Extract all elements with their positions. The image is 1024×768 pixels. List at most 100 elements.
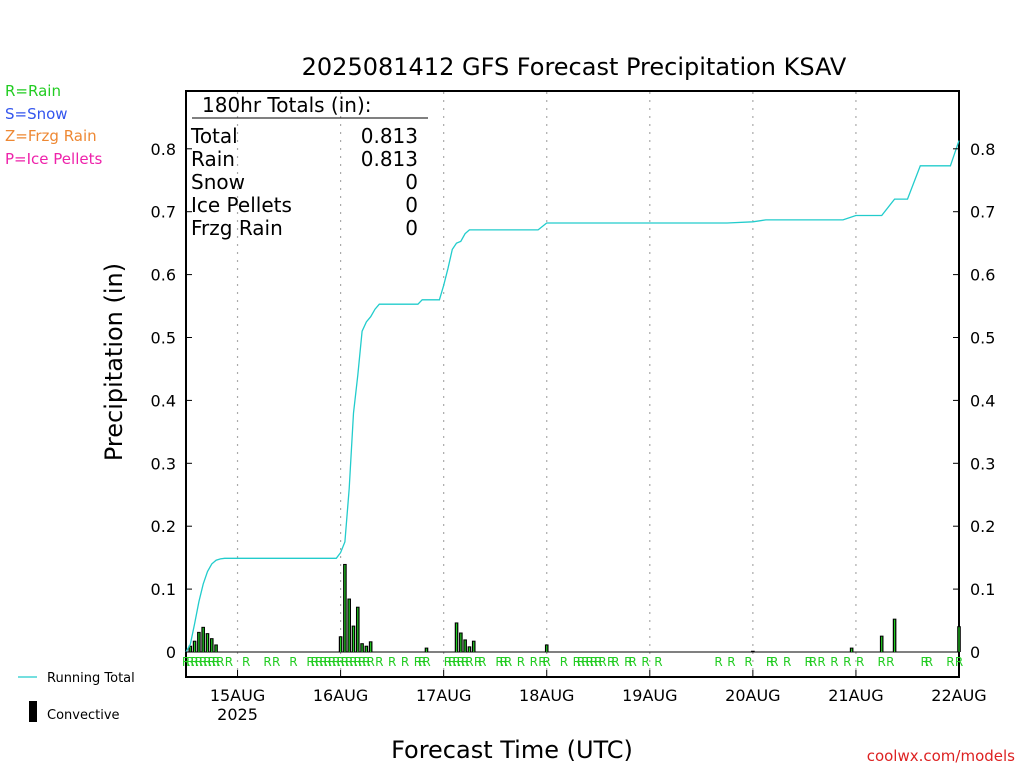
ptype-marker-rain: R: [607, 655, 615, 669]
x-tick-label: 17AUG: [416, 686, 471, 705]
y-tick-label-right: 0.6: [970, 266, 995, 285]
ptype-marker-rain: R: [517, 655, 525, 669]
ptype-marker-rain: R: [328, 655, 336, 669]
precip-bar-core: [425, 648, 428, 652]
totals-row-label: Rain: [191, 147, 235, 171]
ptype-marker-rain: R: [770, 655, 778, 669]
totals-row-label: Frzg Rain: [191, 216, 283, 240]
ptype-marker-rain: R: [216, 655, 224, 669]
ptype-marker-rain: R: [324, 655, 332, 669]
ptype-marker-rain: R: [336, 655, 344, 669]
ptype-marker-rain: R: [500, 655, 508, 669]
precip-bar-core: [468, 647, 471, 652]
legend-snow: S=Snow: [5, 105, 68, 123]
precip-bar-core: [881, 636, 883, 652]
ptype-marker-rain: R: [530, 655, 538, 669]
ptype-marker-rain: R: [594, 655, 602, 669]
ptype-marker-rain: R: [495, 655, 503, 669]
totals-row-label: Total: [190, 124, 238, 148]
precip-bar-core: [455, 623, 458, 652]
ptype-marker-rain: R: [581, 655, 589, 669]
ptype-marker-rain: R: [538, 655, 546, 669]
y-tick-label-right: 0.2: [970, 517, 995, 536]
precip-bar-core: [958, 627, 960, 652]
ptype-marker-rain: R: [925, 655, 933, 669]
y-tick-label-left: 0.6: [151, 266, 176, 285]
ptype-marker-rain: R: [843, 655, 851, 669]
ptype-marker-rain: R: [349, 655, 357, 669]
ptype-marker-rain: R: [560, 655, 568, 669]
ptype-marker-rain: R: [461, 655, 469, 669]
ptype-marker-rain: R: [590, 655, 598, 669]
ptype-marker-rain: R: [573, 655, 581, 669]
precip-bar-core: [365, 646, 367, 652]
precip-bar-core: [352, 626, 355, 652]
ptype-marker-rain: R: [388, 655, 396, 669]
ptype-marker-rain: R: [766, 655, 774, 669]
ptype-marker-rain: R: [543, 655, 551, 669]
ptype-marker-rain: R: [418, 655, 426, 669]
ptype-marker-rain: R: [744, 655, 752, 669]
ptype-marker-rain: R: [946, 655, 954, 669]
ptype-marker-rain: R: [817, 655, 825, 669]
ptype-marker-rain: R: [474, 655, 482, 669]
gridlines: [186, 92, 959, 676]
y-tick-label-left: 0.1: [151, 580, 176, 599]
ptype-marker-rain: R: [727, 655, 735, 669]
running-total-line: [185, 140, 960, 653]
precip-bar-core: [460, 633, 462, 652]
x-tick-sublabel: 2025: [217, 705, 258, 724]
y-tick-label-right: 0: [970, 643, 980, 662]
ptype-marker-rain: R: [242, 655, 250, 669]
precip-bar-core: [546, 645, 548, 652]
precip-bars: [188, 563, 961, 652]
ptype-marker-rain: R: [586, 655, 594, 669]
x-tick-label: 22AUG: [931, 686, 986, 705]
series-legend: Running Total Convective: [18, 671, 135, 723]
totals-row-label: Snow: [191, 170, 245, 194]
y-tick-label-right: 0.4: [970, 391, 995, 410]
precip-bar-core: [473, 641, 475, 652]
ptype-marker-rain: R: [452, 655, 460, 669]
ptype-marker-rain: R: [805, 655, 813, 669]
precip-bar-core: [189, 646, 191, 652]
y-axis: 0 00.1 0.10.2 0.20.3 0.30.4 0.40.5 0.50.6 0.60.…: [151, 140, 996, 662]
precip-bar-core: [193, 641, 196, 652]
ptype-marker-rain: R: [354, 655, 362, 669]
ptype-marker-rain: R: [358, 655, 366, 669]
x-tick-label: 18AUG: [519, 686, 574, 705]
ptype-marker-rain: R: [856, 655, 864, 669]
precip-bar-core: [198, 632, 200, 652]
running-total-path: [185, 140, 960, 653]
y-tick-label-left: 0: [166, 643, 176, 662]
ptype-marker-rain: R: [809, 655, 817, 669]
y-tick-label-left: 0.4: [151, 391, 176, 410]
legend-rain: R=Rain: [5, 82, 61, 100]
ptype-marker-rain: R: [315, 655, 323, 669]
ptype-marker-rain: R: [878, 655, 886, 669]
totals-rows: Total 0.813 Rain 0.813 Snow 0 Ice Pellets 0 Frzg…: [190, 124, 418, 240]
legend-running-total-label: Running Total: [47, 671, 135, 686]
x-tick-label: 19AUG: [622, 686, 677, 705]
y-tick-label-right: 0.3: [970, 454, 995, 473]
type-legend: R=Rain S=Snow Z=Frzg Rain P=Ice Pellets: [5, 82, 102, 168]
ptype-marker-rain: R: [628, 655, 636, 669]
legend-ice-pellets: P=Ice Pellets: [5, 150, 102, 168]
x-tick-label: 20AUG: [725, 686, 780, 705]
ptype-marker-rain: R: [465, 655, 473, 669]
ptype-marker-rain: R: [263, 655, 271, 669]
y-tick-label-right: 0.5: [970, 329, 995, 348]
precip-bar-core: [357, 607, 359, 652]
x-tick-label: 21AUG: [828, 686, 883, 705]
x-tick-label: 16AUG: [313, 686, 368, 705]
ptype-marker-rain: R: [341, 655, 349, 669]
chart-title: 2025081412 GFS Forecast Precipitation KS…: [302, 53, 847, 81]
y-tick-label-left: 0.7: [151, 203, 176, 222]
ptype-marker-rain: R: [208, 655, 216, 669]
y-tick-label-left: 0.2: [151, 517, 176, 536]
ptype-marker-rain: R: [203, 655, 211, 669]
totals-row-label: Ice Pellets: [191, 193, 292, 217]
ptype-marker-rain: R: [641, 655, 649, 669]
